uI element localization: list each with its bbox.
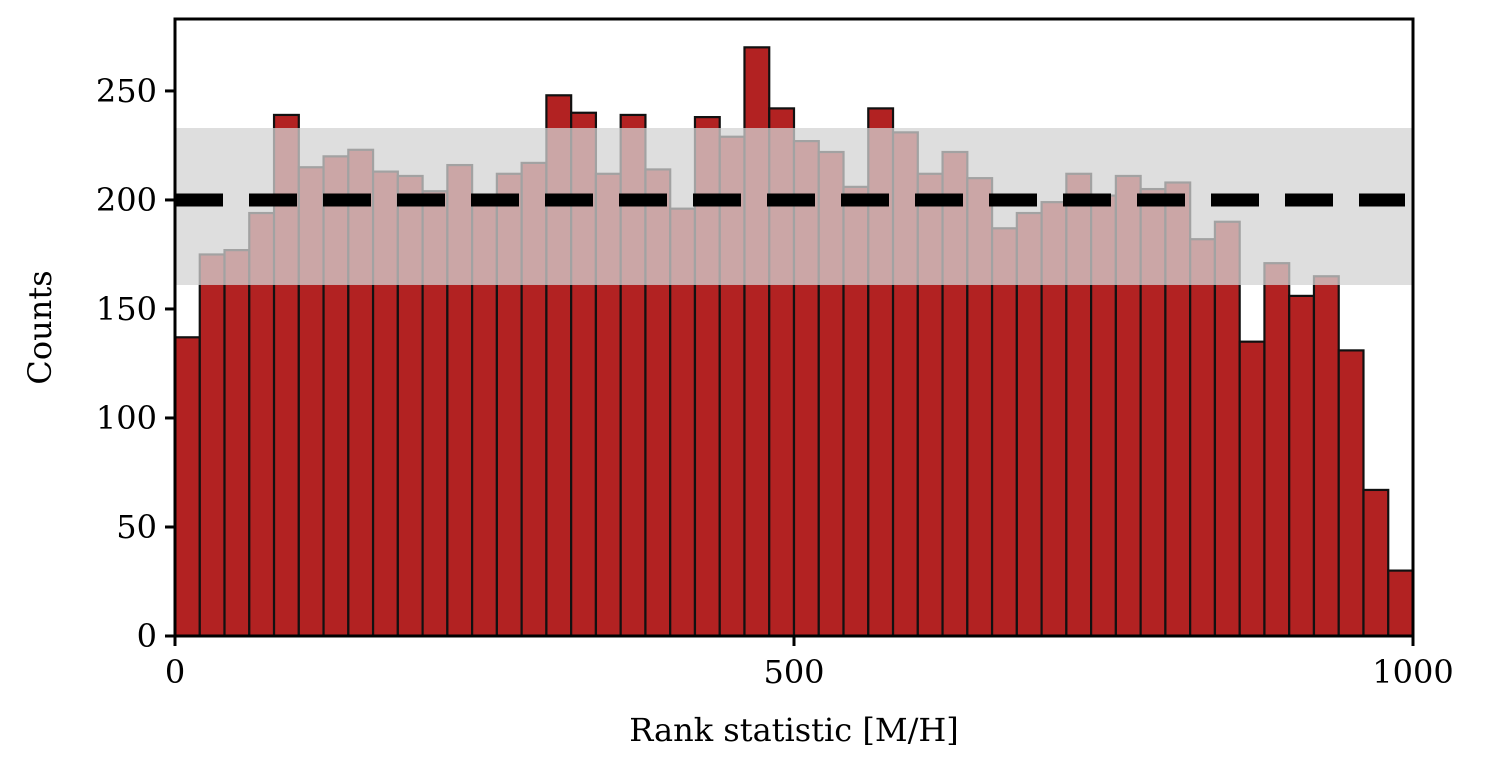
histogram-bar <box>1387 569 1415 638</box>
histogram-bar <box>1238 340 1266 638</box>
histogram-bar <box>1337 349 1365 638</box>
y-tick-label: 50 <box>116 508 157 546</box>
histogram-bar <box>1362 488 1390 638</box>
histogram-bar <box>1312 275 1340 638</box>
histogram-bar <box>223 249 251 638</box>
y-tick-label: 250 <box>96 72 157 110</box>
y-tick-label: 150 <box>96 290 157 328</box>
histogram-bar <box>1189 238 1217 638</box>
histogram-bar <box>198 253 226 638</box>
expected-range-band <box>175 128 1413 285</box>
x-tick-label: 1000 <box>1372 653 1453 691</box>
y-axis-label: Counts <box>21 270 59 384</box>
histogram-bar <box>990 227 1018 638</box>
histogram-bar <box>1288 294 1316 638</box>
histogram-bar <box>1263 262 1291 638</box>
y-tick-label: 200 <box>96 181 157 219</box>
y-tick-label: 0 <box>137 617 157 655</box>
axes: 0 500 1000 0 50 100 150 200 250 <box>96 17 1454 691</box>
y-tick-label: 100 <box>96 399 157 437</box>
x-axis-label: Rank statistic [M/H] <box>629 711 959 749</box>
x-tick-label: 0 <box>165 653 185 691</box>
x-tick-label: 500 <box>763 653 824 691</box>
histogram-bar <box>173 336 201 638</box>
